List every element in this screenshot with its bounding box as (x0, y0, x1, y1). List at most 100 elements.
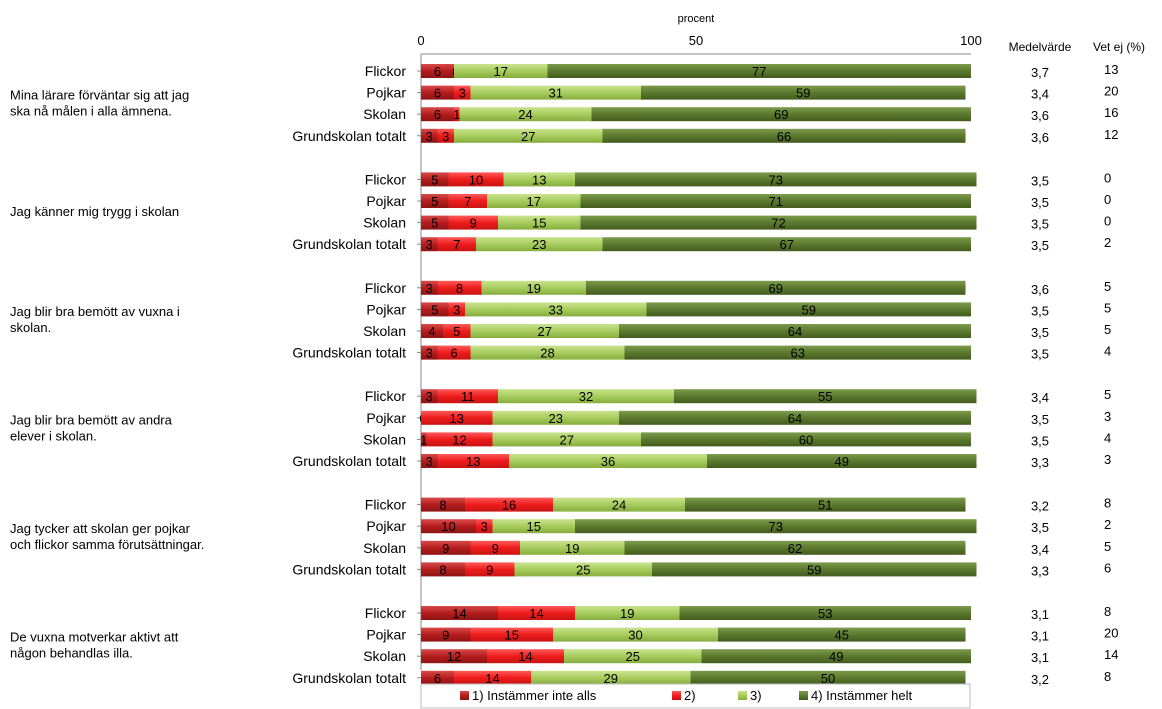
mean-value: 3,3 (1031, 455, 1049, 470)
group-label: Flickor (365, 605, 407, 621)
legend-swatch-4 (799, 691, 808, 700)
vet-ej-value: 20 (1104, 84, 1118, 99)
bar-segment-s2 (476, 519, 493, 534)
bar-value-label: 14 (529, 606, 543, 621)
bar-segment-s1 (421, 497, 465, 512)
question-label-6: De vuxna motverkar aktivt att någon behan… (10, 629, 179, 660)
bar-value-label: 1 (453, 107, 460, 122)
bar-segment-s3 (492, 410, 619, 425)
x-tick-label-50: 50 (689, 33, 703, 48)
legend-box (420, 683, 971, 709)
bar-segment-s1 (421, 562, 465, 577)
question-label-3: Jag blir bra bemött av vuxna i skolan. (10, 304, 180, 335)
x-axis-title: procent (678, 13, 715, 25)
bar-value-label: 5 (453, 324, 460, 339)
bar-segment-s1 (421, 172, 449, 187)
bar-segment-s4 (674, 389, 977, 404)
bar-segment-s1 (421, 519, 476, 534)
mean-value: 3,6 (1031, 108, 1049, 123)
x-tick-label-100: 100 (960, 33, 982, 48)
bars: Mina lärare förväntar sig att jag ska nå … (10, 62, 1118, 687)
bar-value-label: 36 (601, 454, 615, 469)
bar-segment-s3 (503, 172, 575, 187)
bar-segment-s2 (454, 107, 460, 122)
bar-segment-s4 (619, 410, 971, 425)
bar-value-label: 10 (469, 172, 483, 187)
bar-value-label: 17 (494, 64, 508, 79)
bar-segment-s4 (602, 128, 966, 143)
bar-value-label: 3 (426, 281, 433, 296)
bar-value-label: 77 (752, 64, 766, 79)
bar-segment-s4 (718, 627, 966, 642)
legend: 1) Instämmer inte alls 2) 3) 4) Instämme… (420, 683, 971, 709)
mean-column-header: Medelvärde (1009, 40, 1072, 54)
bar-value-label: 25 (576, 562, 590, 577)
bar-value-label: 6 (434, 64, 441, 79)
bar-value-label: 3 (453, 302, 460, 317)
vet-ej-value: 13 (1104, 62, 1118, 77)
bar-segment-s2 (465, 497, 553, 512)
bar-segment-s2 (454, 670, 531, 685)
bar-value-label: 14 (518, 649, 532, 664)
bar-value-label: 32 (579, 389, 593, 404)
bar-segment-s2 (448, 172, 504, 187)
bar-value-label: 9 (470, 216, 477, 231)
bar-value-label: 5 (431, 172, 438, 187)
bar-segment-s4 (707, 454, 977, 468)
bar-value-label: 4 (428, 324, 435, 339)
legend-label-3: 3) (750, 688, 762, 703)
bar-segment-s3 (531, 670, 691, 685)
mean-value: 3,5 (1031, 347, 1049, 362)
bar-value-label: 64 (788, 411, 802, 426)
vet-ej-value: 0 (1104, 214, 1111, 229)
vet-ej-value: 5 (1104, 279, 1111, 294)
bar-segment-s1 (421, 194, 449, 208)
bar-segment-s4 (591, 107, 971, 122)
question-label-1: Mina lärare förväntar sig att jag ska nå … (10, 87, 189, 118)
bar-value-label: 9 (442, 628, 449, 643)
bar-value-label: 3 (442, 129, 449, 144)
bar-value-label: 49 (835, 454, 849, 469)
group-label: Grundskolan totalt (292, 128, 406, 144)
legend-swatch-1 (460, 691, 469, 700)
bar-value-label: 62 (788, 541, 802, 556)
group-label: Pojkar (366, 627, 406, 643)
mean-value: 3,5 (1031, 520, 1049, 535)
group-label: Grundskolan totalt (292, 236, 406, 252)
group-label: Skolan (363, 648, 406, 664)
bar-value-label: 13 (532, 172, 546, 187)
vet-ej-value: 5 (1104, 387, 1111, 402)
bar-value-label: 8 (456, 281, 463, 296)
bar-value-label: 9 (442, 541, 449, 556)
bar-value-label: 53 (818, 606, 832, 621)
bar-value-label: 9 (492, 541, 499, 556)
vet-ej-value: 8 (1104, 604, 1111, 619)
bar-segment-s3 (481, 280, 586, 295)
bar-value-label: 5 (431, 194, 438, 209)
mean-value: 3,5 (1031, 238, 1049, 253)
group-label: Pojkar (366, 85, 406, 101)
bar-value-label: 6 (434, 671, 441, 686)
vet-ej-value: 8 (1104, 669, 1111, 684)
bar-segment-s2 (465, 562, 515, 577)
bar-segment-s2 (443, 324, 471, 338)
bar-value-label: 12 (447, 649, 461, 664)
vet-ej-value: 8 (1104, 496, 1111, 511)
bar-value-label: 59 (807, 562, 821, 577)
vet-ej-value: 2 (1104, 235, 1111, 250)
bar-value-label: 73 (769, 519, 783, 534)
vet-ej-value: 5 (1104, 539, 1111, 554)
bar-segment-s4 (547, 64, 971, 78)
group-label: Flickor (365, 497, 407, 513)
bar-segment-s1 (421, 280, 438, 295)
group-label: Flickor (365, 280, 407, 296)
bar-value-label: 27 (521, 129, 535, 144)
bar-value-label: 59 (796, 86, 810, 101)
vet-ej-value: 2 (1104, 517, 1111, 532)
bar-value-label: 16 (502, 498, 516, 513)
bar-value-label: 13 (450, 411, 464, 426)
vet-ej-value: 12 (1104, 127, 1118, 142)
bar-value-label: 67 (780, 237, 794, 252)
bar-segment-s3 (520, 540, 625, 555)
group-label: Skolan (363, 540, 406, 556)
